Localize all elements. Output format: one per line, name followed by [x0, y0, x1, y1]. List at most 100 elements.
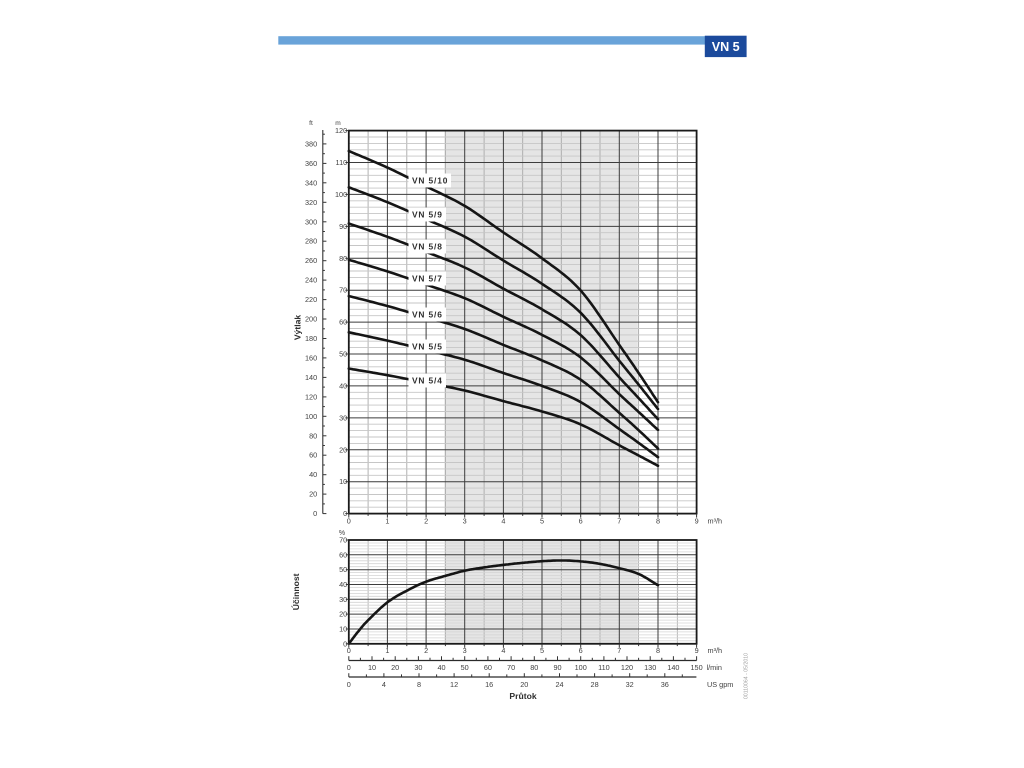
svg-text:24: 24 [555, 680, 563, 689]
svg-text:130: 130 [644, 663, 656, 672]
svg-text:20: 20 [309, 490, 317, 499]
svg-text:70: 70 [507, 663, 515, 672]
svg-text:60: 60 [484, 663, 492, 672]
svg-text:120: 120 [305, 392, 317, 401]
svg-text:100: 100 [335, 190, 347, 199]
svg-text:180: 180 [305, 334, 317, 343]
svg-text:00110064 - 05/2010: 00110064 - 05/2010 [744, 653, 750, 699]
svg-text:50: 50 [461, 663, 469, 672]
svg-text:360: 360 [305, 159, 317, 168]
svg-text:260: 260 [305, 256, 317, 265]
svg-text:%: % [339, 530, 345, 537]
svg-text:70: 70 [339, 536, 347, 545]
svg-text:4: 4 [382, 680, 386, 689]
svg-text:Výtlak: Výtlak [292, 315, 302, 341]
svg-text:7: 7 [617, 646, 621, 655]
svg-text:8: 8 [656, 646, 660, 655]
svg-text:VN 5/9: VN 5/9 [412, 210, 443, 220]
svg-text:Účinnost: Účinnost [290, 573, 301, 610]
svg-text:30: 30 [339, 413, 347, 422]
svg-text:Průtok: Průtok [509, 691, 536, 701]
svg-text:140: 140 [305, 373, 317, 382]
svg-text:60: 60 [339, 550, 347, 559]
svg-text:240: 240 [305, 276, 317, 285]
svg-text:10: 10 [368, 663, 376, 672]
svg-text:10: 10 [339, 477, 347, 486]
svg-text:160: 160 [305, 353, 317, 362]
svg-text:6: 6 [579, 517, 583, 526]
svg-text:2: 2 [424, 517, 428, 526]
svg-text:50: 50 [339, 565, 347, 574]
svg-text:7: 7 [617, 517, 621, 526]
svg-text:0: 0 [347, 646, 351, 655]
svg-text:140: 140 [667, 663, 679, 672]
svg-text:110: 110 [336, 158, 348, 167]
svg-text:30: 30 [339, 595, 347, 604]
svg-text:3: 3 [463, 517, 467, 526]
svg-text:m³/h: m³/h [708, 646, 723, 655]
svg-text:100: 100 [575, 663, 587, 672]
svg-text:8: 8 [656, 517, 660, 526]
svg-text:90: 90 [339, 222, 347, 231]
svg-text:VN 5/4: VN 5/4 [412, 376, 443, 386]
svg-text:120: 120 [335, 126, 347, 135]
svg-text:110: 110 [598, 663, 610, 672]
svg-text:30: 30 [414, 663, 422, 672]
svg-text:80: 80 [530, 663, 538, 672]
svg-text:4: 4 [501, 646, 505, 655]
svg-text:60: 60 [309, 451, 317, 460]
svg-text:1: 1 [385, 646, 389, 655]
svg-text:36: 36 [661, 680, 669, 689]
svg-text:0: 0 [347, 663, 351, 672]
svg-text:VN 5/8: VN 5/8 [412, 242, 443, 252]
svg-text:VN 5/10: VN 5/10 [412, 176, 448, 186]
svg-text:5: 5 [540, 646, 544, 655]
svg-text:VN 5: VN 5 [712, 40, 740, 54]
svg-text:80: 80 [309, 431, 317, 440]
svg-text:20: 20 [339, 445, 347, 454]
svg-text:9: 9 [695, 517, 699, 526]
svg-text:60: 60 [339, 318, 347, 327]
svg-text:VN 5/6: VN 5/6 [412, 310, 443, 320]
svg-text:300: 300 [305, 217, 317, 226]
svg-text:m: m [335, 120, 341, 127]
svg-text:8: 8 [417, 680, 421, 689]
svg-text:50: 50 [339, 350, 347, 359]
svg-text:40: 40 [437, 663, 445, 672]
svg-text:0: 0 [313, 509, 317, 518]
svg-text:70: 70 [339, 286, 347, 295]
svg-text:150: 150 [691, 663, 703, 672]
svg-text:1: 1 [385, 517, 389, 526]
svg-text:0: 0 [343, 509, 347, 518]
svg-text:90: 90 [553, 663, 561, 672]
svg-text:40: 40 [339, 381, 347, 390]
svg-text:4: 4 [501, 517, 505, 526]
svg-text:100: 100 [305, 412, 317, 421]
svg-text:40: 40 [339, 580, 347, 589]
svg-text:20: 20 [339, 610, 347, 619]
svg-text:320: 320 [305, 198, 317, 207]
svg-text:20: 20 [520, 680, 528, 689]
svg-text:0: 0 [343, 639, 347, 648]
svg-text:20: 20 [391, 663, 399, 672]
svg-text:US gpm: US gpm [707, 680, 733, 689]
svg-text:32: 32 [626, 680, 634, 689]
svg-text:VN 5/5: VN 5/5 [412, 342, 443, 352]
svg-text:m³/h: m³/h [708, 517, 723, 526]
svg-text:80: 80 [339, 254, 347, 263]
svg-text:6: 6 [579, 646, 583, 655]
svg-text:2: 2 [424, 646, 428, 655]
svg-text:ft: ft [309, 120, 313, 127]
svg-text:220: 220 [305, 295, 317, 304]
svg-text:5: 5 [540, 517, 544, 526]
svg-text:l/min: l/min [707, 663, 722, 672]
svg-text:9: 9 [695, 646, 699, 655]
svg-text:16: 16 [485, 680, 493, 689]
svg-text:40: 40 [309, 470, 317, 479]
svg-text:VN 5/7: VN 5/7 [412, 274, 443, 284]
svg-text:380: 380 [305, 139, 317, 148]
svg-text:120: 120 [621, 663, 633, 672]
svg-text:10: 10 [339, 625, 347, 634]
svg-text:12: 12 [450, 680, 458, 689]
svg-text:200: 200 [305, 315, 317, 324]
